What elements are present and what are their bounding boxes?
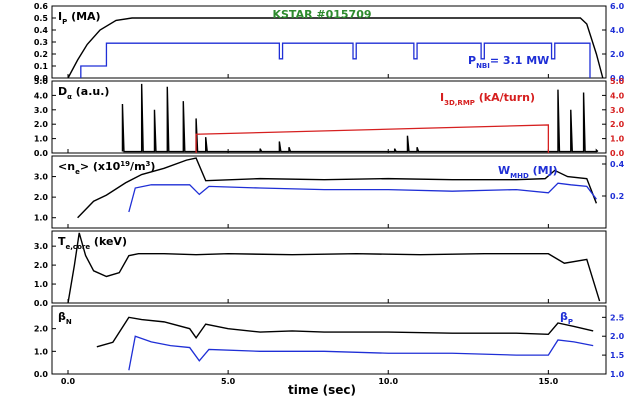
panel-4: 0.0 1.0 2.0 3.0 Te,core (keV) bbox=[34, 230, 607, 308]
left-tick-label: 2.0 bbox=[34, 120, 49, 129]
left-tick-label: 0.4 bbox=[34, 26, 49, 35]
right-tick-label: 0.2 bbox=[610, 192, 624, 201]
right-tick-label: 4.0 bbox=[610, 26, 625, 35]
x-tick-label: 10.0 bbox=[378, 377, 398, 386]
panel-annotation: WMHD (MJ) bbox=[498, 164, 558, 180]
panel-annotation: βP bbox=[560, 310, 573, 326]
left-tick-label: 0.0 bbox=[34, 149, 49, 158]
right-tick-label: 0.4 bbox=[610, 160, 625, 169]
right-tick-label: 0.0 bbox=[610, 74, 625, 83]
panels: 0.0 0.1 0.2 0.3 0.4 0.5 0.6 0.0 2.0 4.0 6.0 IP (MA)… bbox=[34, 2, 625, 379]
left-tick-label: 1.0 bbox=[34, 280, 49, 289]
left-tick-label: 1.0 bbox=[34, 135, 49, 144]
x-tick-label: 5.0 bbox=[221, 377, 236, 386]
panel-1: 0.0 0.1 0.2 0.3 0.4 0.5 0.6 0.0 2.0 4.0 6.0 IP (MA)… bbox=[34, 2, 625, 83]
right-tick-label: 5.0 bbox=[610, 77, 625, 86]
panel-annotation: PNBI= 3.1 MW bbox=[468, 54, 549, 70]
left-tick-label: 2.0 bbox=[34, 261, 49, 270]
left-tick-label: 3.0 bbox=[34, 106, 49, 115]
series-blue-2 bbox=[128, 335, 594, 371]
left-tick-label: 0.3 bbox=[34, 38, 48, 47]
right-tick-label: 2.0 bbox=[610, 120, 625, 129]
series-black-1 bbox=[67, 17, 604, 79]
left-tick-label: 0.1 bbox=[34, 62, 49, 71]
left-tick-label: 3.0 bbox=[34, 242, 49, 251]
panel-frame bbox=[51, 155, 607, 229]
left-tick-label: 3.0 bbox=[34, 173, 49, 182]
x-axis: 0.0 5.0 10.0 15.0 bbox=[61, 377, 559, 386]
right-tick-label: 1.0 bbox=[610, 135, 625, 144]
right-tick-label: 4.0 bbox=[610, 91, 625, 100]
panel-5: 0.0 1.0 2.0 1.0 1.5 2.0 2.5 βN βP bbox=[34, 305, 625, 379]
series-red-2 bbox=[195, 124, 550, 153]
panel-frame bbox=[51, 230, 607, 304]
x-axis-label: time (sec) bbox=[288, 383, 356, 397]
panel-label: Te,core (keV) bbox=[58, 235, 127, 251]
series-black-1 bbox=[67, 232, 601, 304]
right-tick-label: 0.0 bbox=[610, 149, 625, 158]
series-black-1 bbox=[96, 316, 594, 348]
panel-annotation: I3D,RMP (kA/turn) bbox=[440, 91, 535, 107]
panel-frame bbox=[51, 305, 607, 375]
right-tick-label: 2.5 bbox=[610, 313, 625, 322]
left-tick-label: 1.0 bbox=[34, 214, 49, 223]
x-tick-label: 0.0 bbox=[61, 377, 76, 386]
series-blue-2 bbox=[128, 182, 597, 213]
right-tick-label: 3.0 bbox=[610, 106, 625, 115]
panel-label: <ne> (x1019/m3) bbox=[58, 160, 155, 176]
panel-3: 1.0 2.0 3.0 0.2 0.4 <ne> (x1019/m3) WMHD (MJ) bbox=[34, 155, 625, 229]
series-blue-2 bbox=[80, 42, 591, 78]
panel-frame bbox=[51, 80, 607, 154]
left-tick-label: 2.0 bbox=[34, 325, 49, 334]
left-tick-label: 0.5 bbox=[34, 14, 49, 23]
left-tick-label: 0.0 bbox=[34, 74, 49, 83]
left-tick-label: 1.0 bbox=[34, 347, 49, 356]
shot-label: KSTAR #015709 bbox=[272, 8, 371, 21]
left-tick-label: 4.0 bbox=[34, 91, 49, 100]
panel-label: βN bbox=[58, 310, 72, 326]
right-tick-label: 6.0 bbox=[610, 2, 625, 11]
left-tick-label: 2.0 bbox=[34, 193, 49, 202]
left-tick-label: 0.6 bbox=[34, 2, 49, 11]
panel-label: IP (MA) bbox=[58, 10, 101, 26]
x-tick-label: 15.0 bbox=[538, 377, 558, 386]
right-tick-label: 1.0 bbox=[610, 370, 625, 379]
series-black-1 bbox=[77, 157, 598, 219]
left-tick-label: 0.0 bbox=[34, 370, 49, 379]
left-tick-label: 5.0 bbox=[34, 77, 49, 86]
right-tick-label: 2.0 bbox=[610, 50, 625, 59]
left-tick-label: 0.2 bbox=[34, 50, 48, 59]
left-tick-label: 0.0 bbox=[34, 299, 49, 308]
series-black-1 bbox=[121, 83, 599, 153]
panel-label: Dα (a.u.) bbox=[58, 85, 109, 101]
right-tick-label: 2.0 bbox=[610, 332, 625, 341]
panel-2: 0.01.02.03.04.05.00.01.02.03.04.05.0Dα (… bbox=[34, 77, 625, 158]
right-tick-label: 1.5 bbox=[610, 351, 625, 360]
